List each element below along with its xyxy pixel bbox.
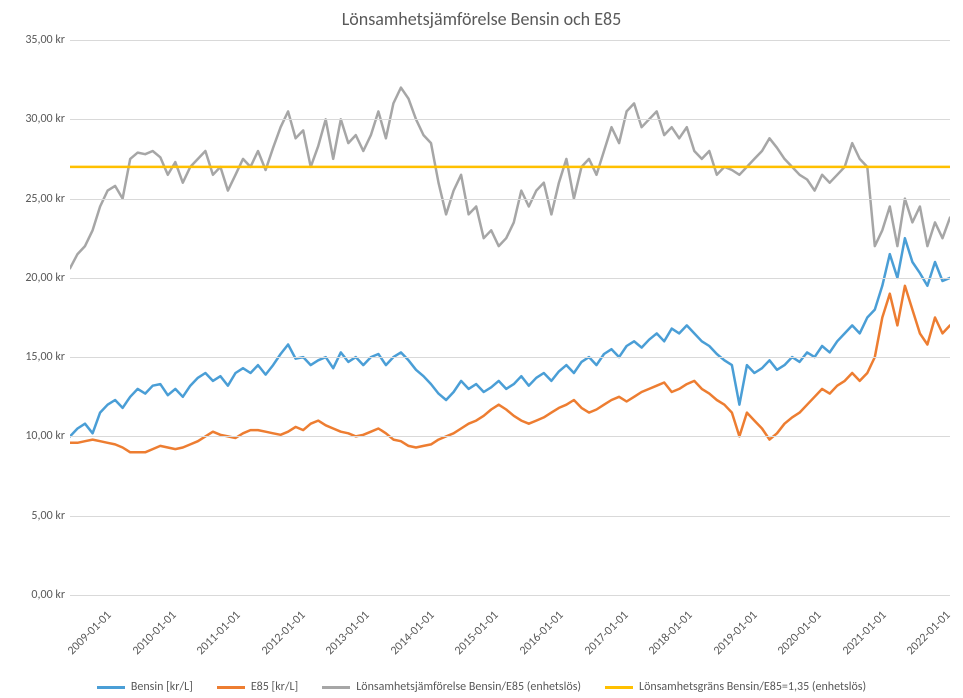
y-axis-label: 10,00 kr [10,429,65,443]
gridline [70,119,950,120]
x-axis-label: 2016-01-01 [517,608,567,658]
x-axis-label: 2022-01-01 [904,608,954,658]
gridline [70,199,950,200]
y-axis-label: 5,00 kr [10,509,65,523]
x-axis-label: 2011-01-01 [194,608,244,658]
legend-item: Lönsamhetsgräns Bensin/E85=1,35 (enhetsl… [605,680,866,694]
x-axis-label: 2017-01-01 [582,608,632,658]
legend-swatch [97,686,125,689]
plot-area: 0,00 kr5,00 kr10,00 kr15,00 kr20,00 kr25… [70,40,950,595]
x-axis-label: 2012-01-01 [259,608,309,658]
y-axis-label: 25,00 kr [10,192,65,206]
legend-item: Lönsamhetsjämförelse Bensin/E85 (enhetsl… [322,680,581,694]
gridline [70,40,950,41]
legend-label: Lönsamhetsjämförelse Bensin/E85 (enhetsl… [356,680,581,694]
y-axis-label: 35,00 kr [10,33,65,47]
legend-swatch [217,686,245,689]
y-axis-label: 20,00 kr [10,271,65,285]
legend-item: E85 [kr/L] [217,680,298,694]
legend-item: Bensin [kr/L] [97,680,193,694]
gridline [70,436,950,437]
x-axis-label: 2020-01-01 [775,608,825,658]
y-axis-label: 15,00 kr [10,350,65,364]
legend-label: E85 [kr/L] [251,680,298,694]
chart-title: Lönsamhetsjämförelse Bensin och E85 [0,8,963,30]
legend-swatch [605,686,633,689]
x-axis-label: 2018-01-01 [646,608,696,658]
y-axis-label: 0,00 kr [10,588,65,602]
x-axis-label: 2010-01-01 [130,608,180,658]
gridline [70,595,950,596]
x-axis-label: 2015-01-01 [452,608,502,658]
chart-container: Lönsamhetsjämförelse Bensin och E85 0,00… [0,0,963,698]
x-axis-label: 2021-01-01 [840,608,890,658]
gridline [70,516,950,517]
chart-legend: Bensin [kr/L] E85 [kr/L] Lönsamhetsjämföre… [0,679,963,695]
gridline [70,278,950,279]
legend-label: Bensin [kr/L] [131,680,193,694]
x-axis-label: 2014-01-01 [388,608,438,658]
x-axis-label: 2019-01-01 [711,608,761,658]
gridline [70,357,950,358]
series-line [70,286,950,453]
x-axis-label: 2009-01-01 [65,608,115,658]
chart-lines-svg [70,40,950,595]
series-line [70,238,950,436]
legend-label: Lönsamhetsgräns Bensin/E85=1,35 (enhetsl… [639,680,866,694]
x-axis-label: 2013-01-01 [323,608,373,658]
series-line [70,88,950,269]
legend-swatch [322,686,350,689]
y-axis-label: 30,00 kr [10,112,65,126]
